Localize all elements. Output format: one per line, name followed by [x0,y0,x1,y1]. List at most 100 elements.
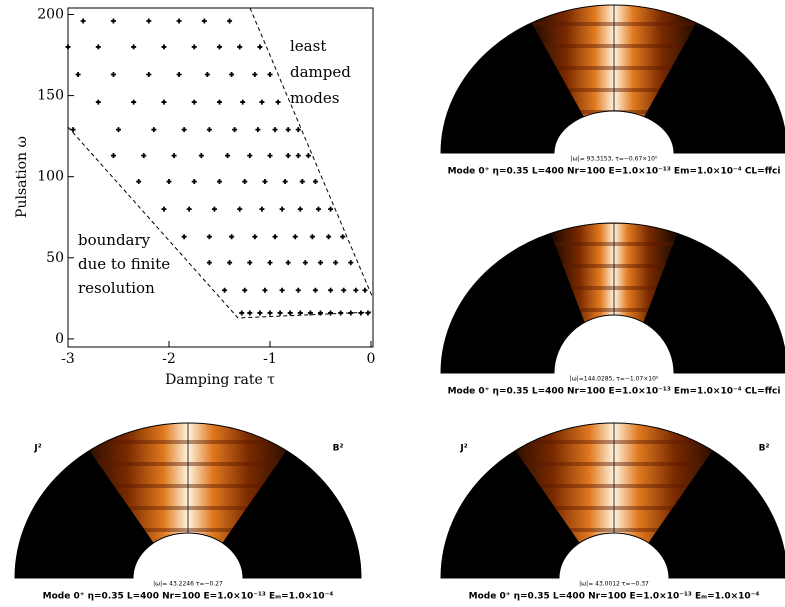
x-tick-label: 0 [367,351,376,367]
panel-info: |ω|= 43.2246 τ=−0.27 [153,581,223,588]
point [312,287,318,293]
point [353,287,359,293]
point [75,72,81,78]
panel-caption: Mode 0⁺ η=0.35 L=400 Nr=100 E=1.0×10⁻¹³ … [469,592,760,602]
point [317,310,323,316]
point [176,18,182,24]
point [206,234,212,240]
point [272,234,278,240]
point [307,310,313,316]
point [211,206,217,212]
point [225,153,231,159]
annotation: due to finite [78,255,170,273]
point [115,127,121,133]
point [229,72,235,78]
point [95,44,101,50]
point [229,234,235,240]
mode-panel [15,423,361,578]
point [136,179,142,185]
point [282,179,288,185]
point [328,206,334,212]
point [171,153,177,159]
point [295,127,301,133]
point [161,44,167,50]
point [262,287,268,293]
point [247,153,253,159]
point [292,234,298,240]
point [287,310,293,316]
point [232,127,238,133]
panel-info: |ω|= 93.3153, τ=−0.67×10⁰ [571,156,658,163]
point [255,127,261,133]
point [275,99,281,105]
point [201,18,207,24]
point [340,234,346,240]
point [161,206,167,212]
point [95,99,101,105]
point [279,287,285,293]
point [277,310,283,316]
point [257,310,263,316]
point [259,206,265,212]
point [302,260,308,266]
point [285,260,291,266]
point [141,153,147,159]
y-tick-label: 0 [55,331,64,347]
point [267,72,273,78]
point [285,153,291,159]
point [151,127,157,133]
boundary-line [67,126,373,319]
point [348,310,354,316]
point [262,179,268,185]
point [285,127,291,133]
point [216,179,222,185]
point [146,18,152,24]
panel-caption: Mode 0⁺ η=0.35 L=400 Nr=100 E=1.0×10⁻¹³ … [448,167,781,177]
point [297,206,303,212]
point [240,99,246,105]
point [279,206,285,212]
y-tick-label: 200 [37,6,64,22]
point [186,206,192,212]
point [206,127,212,133]
point [328,287,334,293]
annotation: modes [290,89,339,107]
y-tick-label: 150 [37,88,64,104]
point [161,99,167,105]
point [315,206,321,212]
panel-outline [440,422,785,579]
point [309,234,315,240]
point [110,18,116,24]
point [317,260,323,266]
point [341,287,347,293]
point [259,99,265,105]
panel-info: |ω|= 43.0012 τ=−0.37 [579,581,649,588]
point [312,179,318,185]
panel-label: B² [333,444,344,454]
panel-outline [440,222,785,374]
annotation: least [290,37,326,55]
point [191,44,197,50]
point [247,310,253,316]
panel-outline [14,422,362,579]
point [338,310,344,316]
point [131,99,137,105]
mode-panel [441,223,785,373]
point [295,153,301,159]
point [110,72,116,78]
annotation: damped [290,63,351,81]
point [305,153,311,159]
point [146,72,152,78]
point [362,287,368,293]
x-tick-label: -3 [61,351,75,367]
point [237,44,243,50]
point [365,310,371,316]
point [191,99,197,105]
panel-label: J² [33,444,41,454]
point [227,260,233,266]
point [242,287,248,293]
point [299,179,305,185]
point [110,153,116,159]
boundary-line [249,7,373,297]
point [333,260,339,266]
